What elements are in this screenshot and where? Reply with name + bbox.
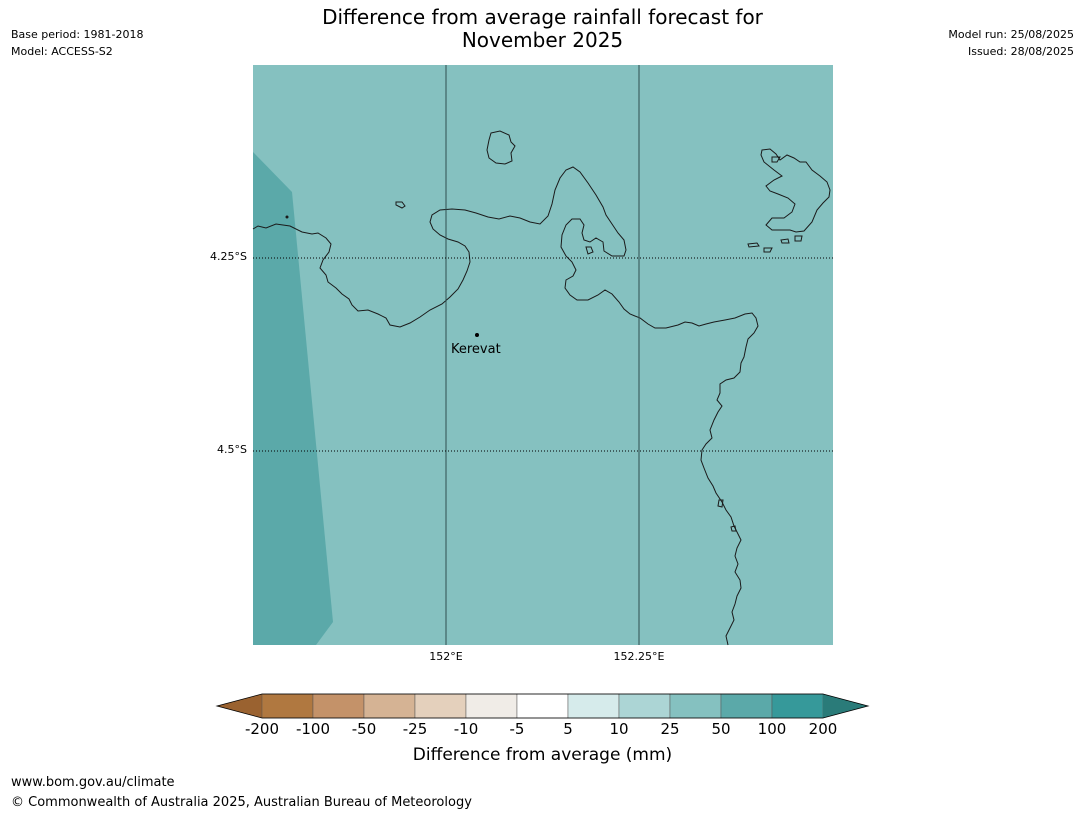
lat-label-4-25: 4.25°S	[210, 250, 247, 263]
colorbar-segment-5	[465, 693, 518, 719]
base-period-text: Base period: 1981-2018	[11, 28, 144, 41]
islands-east-small-5	[794, 235, 803, 242]
colorbar-segment-8	[618, 693, 671, 719]
map-panel	[252, 65, 833, 646]
colorbar-tick: -200	[244, 720, 280, 738]
map-fill-main	[253, 65, 833, 645]
model-run-text: Model run: 25/08/2025	[948, 28, 1074, 41]
colorbar-tick: 5	[563, 720, 573, 738]
colorbar-segment-7	[567, 693, 620, 719]
place-marker	[475, 333, 479, 337]
footer-url[interactable]: www.bom.gov.au/climate	[11, 775, 175, 790]
coastline-main	[252, 166, 759, 646]
colorbar-segments	[261, 693, 824, 719]
islet-dot	[285, 215, 289, 219]
colorbar-segment-10	[720, 693, 773, 719]
inlet-south-2	[730, 525, 737, 532]
model-text: Model: ACCESS-S2	[11, 45, 113, 58]
island-north	[486, 130, 516, 165]
islands-east-small-3	[763, 247, 773, 253]
islands-east-small-1	[771, 156, 781, 163]
colorbar-tick: 50	[711, 720, 731, 738]
colorbar	[215, 693, 870, 719]
lon-label-152: 152°E	[429, 650, 463, 663]
map-title: Difference from average rainfall forecas…	[0, 6, 1085, 52]
inlet-south-1	[717, 499, 724, 508]
islands-east	[760, 148, 831, 233]
colorbar-segment-1	[261, 693, 314, 719]
islands-east-small-4	[780, 238, 790, 244]
colorbar-label: Difference from average (mm)	[412, 745, 673, 765]
colorbar-tick: -5	[509, 720, 525, 738]
issued-text: Issued: 28/08/2025	[967, 45, 1074, 58]
colorbar-segment-3	[363, 693, 416, 719]
colorbar-extend-high	[823, 694, 868, 718]
place-label-kerevat: Kerevat	[451, 342, 501, 357]
colorbar-segment-4	[414, 693, 467, 719]
colorbar-segment-9	[669, 693, 722, 719]
coastlines	[252, 130, 831, 646]
colorbar-tick: -25	[402, 720, 428, 738]
footer-copyright: © Commonwealth of Australia 2025, Austra…	[11, 795, 472, 810]
colorbar-tick: -50	[351, 720, 377, 738]
lon-label-152-25: 152.25°E	[613, 650, 665, 663]
islet-1	[395, 201, 406, 209]
gridlines	[253, 65, 833, 645]
colorbar-tick: 25	[660, 720, 680, 738]
colorbar-tick: 100	[757, 720, 787, 738]
colorbar-tick: 10	[609, 720, 629, 738]
colorbar-segment-11	[771, 693, 824, 719]
colorbar-tick: -100	[295, 720, 331, 738]
colorbar-segment-6	[516, 693, 569, 719]
meta-left: Base period: 1981-2018 Model: ACCESS-S2	[11, 26, 143, 60]
colorbar-extend-low	[217, 694, 262, 718]
colorbar-outline	[215, 693, 870, 719]
colorbar-tick: 200	[808, 720, 838, 738]
islands-east-small-2	[747, 242, 760, 248]
map-fill-wetter-region	[253, 152, 333, 645]
islet-2	[585, 246, 594, 255]
lat-label-4-5: 4.5°S	[217, 443, 247, 456]
map-title-line1: Difference from average rainfall forecas…	[322, 5, 763, 29]
meta-right: Model run: 25/08/2025 Issued: 28/08/2025	[948, 26, 1074, 60]
colorbar-tick: -10	[453, 720, 479, 738]
colorbar-segment-2	[312, 693, 365, 719]
map-title-line2: November 2025	[461, 28, 624, 52]
